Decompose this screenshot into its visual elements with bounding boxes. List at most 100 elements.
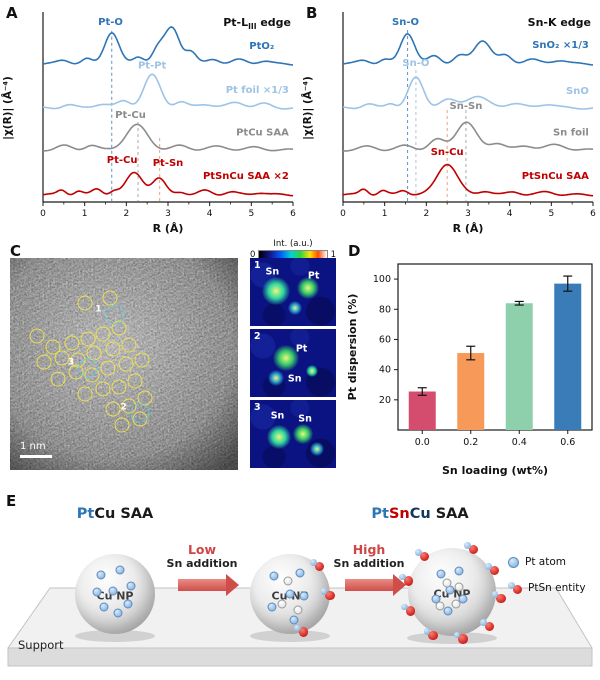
sn-dot <box>325 590 335 600</box>
x-tick-label: 4 <box>207 209 213 219</box>
single-atom-circle <box>80 331 96 347</box>
right-arrow-icon <box>345 574 406 596</box>
dispersion-bar <box>554 283 582 430</box>
x-tick-label: 0.2 <box>463 437 478 448</box>
title-segment: Sn <box>388 506 410 522</box>
single-atom-circle <box>105 401 121 417</box>
intensity-colorbar: Int. (a.u.) 0 1 <box>250 240 336 260</box>
single-atom-circle <box>95 381 111 397</box>
series-label: SnO₂ ×1/3 <box>532 40 589 51</box>
cu-np-sphere-2: Cu NP <box>250 554 335 637</box>
dispersion-bar <box>408 391 436 430</box>
sn-dot <box>419 551 430 562</box>
colorbar-min: 0 <box>250 250 256 260</box>
single-atom-circle <box>50 371 66 387</box>
single-atom-circle <box>100 360 116 376</box>
intensity-blob <box>267 424 292 449</box>
intensity-blob <box>305 365 318 378</box>
title-segment: Cu <box>94 506 116 522</box>
cu-np-label: Cu NP <box>96 589 134 603</box>
cu-np-sphere-1: Cu NP <box>75 554 155 634</box>
ptsn-entity-dot <box>320 588 335 600</box>
sn-dot <box>403 576 414 586</box>
ptsn-entity-dot <box>401 603 415 616</box>
single-atom-circle <box>121 337 137 353</box>
x-tick-label: 0 <box>340 209 346 219</box>
panel-e-label: E <box>6 492 17 510</box>
intensity-blob <box>287 301 302 316</box>
x-axis-title-d: Sn loading (wt%) <box>442 464 548 477</box>
title-segment: Pt <box>371 506 389 522</box>
x-tick-label: 2 <box>423 209 429 219</box>
x-tick-label: 3 <box>465 209 471 219</box>
peak-label: Sn-O <box>392 17 419 28</box>
single-atom-circle <box>77 386 93 402</box>
low-label: Low <box>187 542 217 557</box>
ptsn-entity-dot <box>491 591 506 604</box>
stem-panel: 1 3 2 1 nm Int. (a.u.) 0 1 1 Sn Pt 2 Pt Sn 3 Sn… <box>8 240 340 486</box>
peak-label: Pt-Cu <box>115 110 146 121</box>
pt-atom-icon <box>508 556 519 568</box>
pt-dot <box>453 631 461 639</box>
single-atom-circle <box>36 354 52 370</box>
sn-addition-label: Sn addition <box>333 557 405 570</box>
pt-atom-dot <box>99 602 109 612</box>
sphere-shadow <box>75 630 155 642</box>
scale-bar-label: 1 nm <box>20 440 46 452</box>
x-tick-label: 0.0 <box>415 437 430 448</box>
single-atom-circle <box>118 356 134 372</box>
intensity-inset-1: 1 Sn Pt <box>250 258 336 326</box>
plot-layer-b: 0 1 2 3 4 5 6 SnO₂ ×1/3 Sn-O SnO Sn-O Sn foil Sn-Sn P… <box>340 12 596 219</box>
element-label: Sn <box>265 266 280 278</box>
spectrum-curve <box>342 121 594 152</box>
pt-atom-dot <box>92 587 102 597</box>
vacancy-dot <box>442 578 452 588</box>
peak-label: Pt-Cu <box>107 155 138 166</box>
intensity-inset-3: 3 Sn Sn <box>250 400 336 468</box>
legend-pt-atom: Pt atom <box>508 556 566 568</box>
pt-atom-dot <box>126 581 136 591</box>
pt-dot <box>415 549 422 556</box>
vacancy-dot <box>283 576 293 586</box>
sn-dot <box>298 627 309 637</box>
y-axis-title-d: Pt dispersion (%) <box>346 294 359 401</box>
element-label: Pt <box>295 343 308 355</box>
spectrum-curve <box>342 33 594 66</box>
ptcu-saa-title: PtCu SAA <box>30 506 200 522</box>
pt-atom-dot <box>285 589 295 599</box>
panel-b-label: B <box>306 4 318 22</box>
plot-frame <box>397 263 593 431</box>
intensity-blob <box>261 276 290 305</box>
pt-atom-dot <box>454 566 464 576</box>
legend-ptsn-entity: PtSn entity <box>508 582 586 594</box>
single-atom-circle <box>29 328 45 344</box>
pt-atom-dot <box>299 591 309 601</box>
pt-dot <box>310 559 317 566</box>
legend-pt-atom-label: Pt atom <box>525 556 566 568</box>
element-label: Sn <box>287 373 302 385</box>
vacancy-dot <box>451 599 461 609</box>
panel-b-title: Sn-K edge <box>528 16 591 29</box>
pt-dot <box>464 542 471 549</box>
support-label: Support <box>18 638 64 652</box>
intensity-inset-2: 2 Pt Sn <box>250 329 336 397</box>
inset-number: 1 <box>254 260 261 271</box>
low-sn-arrow-group: Low Sn addition <box>158 542 246 596</box>
x-axis-title-b: R (Å) <box>453 222 484 235</box>
pt-dot <box>485 563 492 570</box>
single-atom-circle <box>134 352 150 368</box>
panel-d-label: D <box>348 242 361 260</box>
intensity-blob <box>267 369 284 386</box>
pt-atom-dot <box>96 570 106 580</box>
pt-atom-dot <box>108 586 118 596</box>
dispersion-bar <box>505 303 533 430</box>
series-label: PtO₂ <box>249 41 274 52</box>
spectrum-curve <box>42 73 294 110</box>
x-tick-label: 5 <box>548 209 554 219</box>
title-segment: SAA <box>430 506 469 522</box>
sn-dot <box>489 565 500 576</box>
inset-number: 3 <box>254 402 261 413</box>
x-tick-label: 1 <box>382 209 388 219</box>
intensity-blob <box>273 344 300 371</box>
